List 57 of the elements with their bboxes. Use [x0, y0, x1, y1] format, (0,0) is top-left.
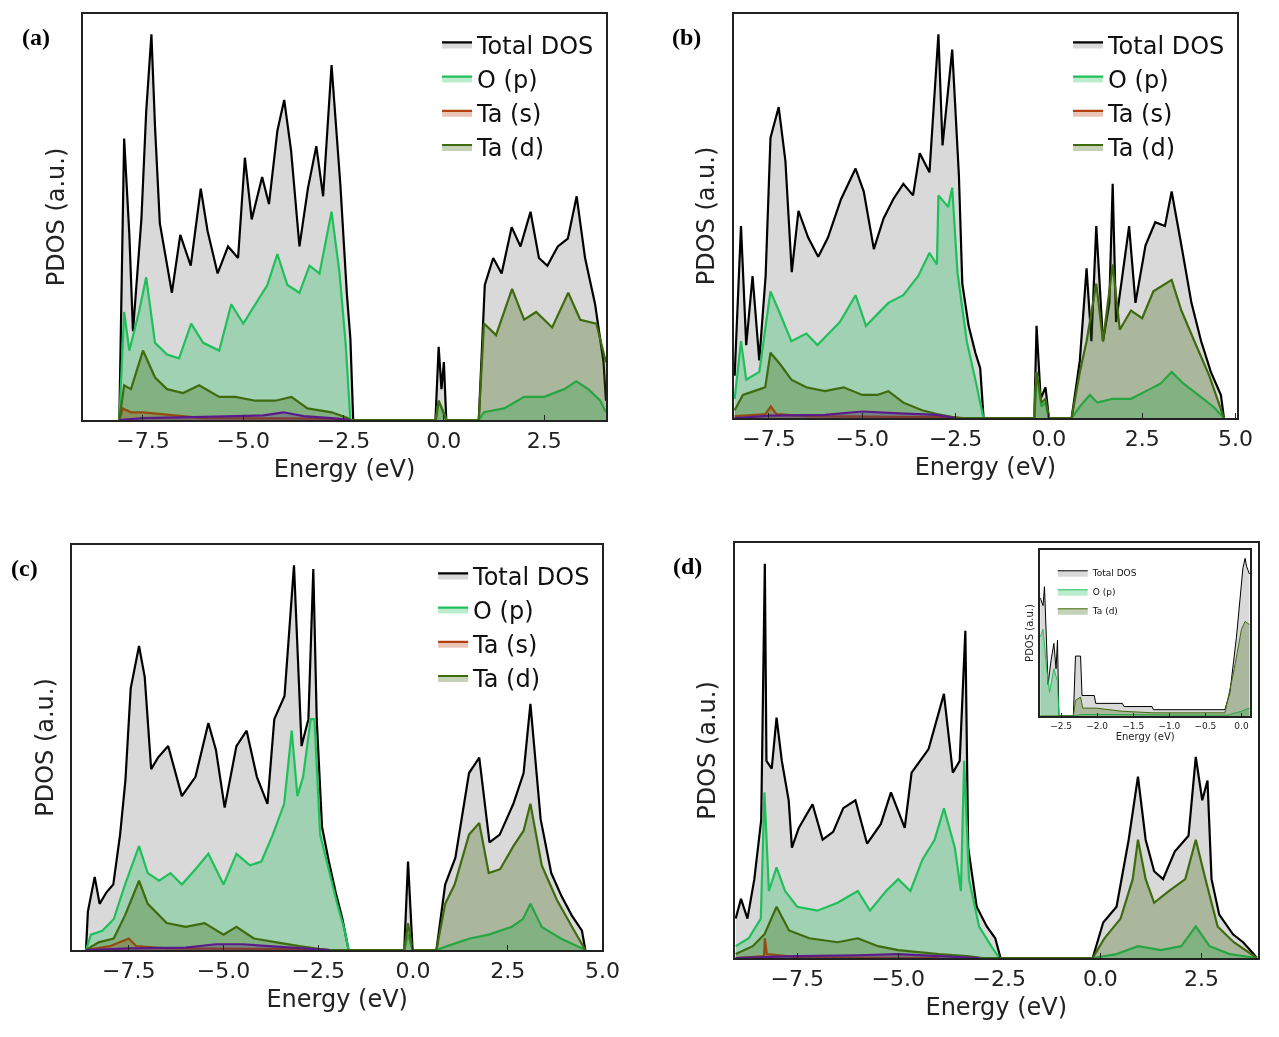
y-axis-title: PDOS (a.u.) [30, 678, 59, 817]
x-tick-label: −2.5 [972, 966, 1027, 992]
y-axis-title: PDOS (a.u.) [692, 146, 721, 286]
x-tick-label: 0.0 [1031, 426, 1067, 452]
x-tick-label: −1.0 [1158, 720, 1181, 731]
legend-label: Ta (d) [1107, 134, 1176, 163]
x-tick-label: −5.0 [196, 958, 251, 984]
legend-label: Total DOS [472, 562, 590, 591]
legend-label: Total DOS [476, 31, 594, 60]
legend-label: O (p) [473, 596, 534, 625]
chart-title: (d) [673, 553, 703, 579]
legend-label: O (p) [1108, 65, 1169, 94]
chart-title: (c) [11, 555, 38, 581]
x-tick-label: −2.0 [1086, 720, 1109, 731]
x-axis-title: Energy (eV) [273, 454, 416, 483]
x-tick-label: −1.5 [1122, 720, 1145, 731]
x-axis-title: Energy (eV) [266, 984, 408, 1013]
x-tick-label: −5.0 [871, 966, 925, 992]
x-axis-title: Energy (eV) [914, 452, 1057, 481]
legend-label: Total DOS [1091, 568, 1137, 579]
legend-label: O (p) [477, 65, 538, 94]
x-tick-label: 0.0 [426, 428, 462, 454]
legend-label: Total DOS [1107, 31, 1225, 60]
chart-title: (a) [22, 24, 50, 50]
x-tick-label: 0.0 [395, 958, 431, 984]
legend-label: O (p) [1092, 587, 1116, 598]
x-tick-label: −7.5 [742, 426, 796, 452]
x-axis-title: Energy (eV) [1115, 730, 1175, 742]
x-tick-label: −7.5 [770, 966, 824, 992]
x-axis-title: Energy (eV) [925, 992, 1068, 1021]
legend-label: Ta (d) [472, 665, 541, 694]
x-tick-label: 0.0 [1082, 966, 1118, 992]
legend-label: Ta (s) [472, 631, 538, 660]
x-tick-label: −7.5 [116, 428, 170, 454]
x-tick-label: −7.5 [102, 958, 156, 984]
y-axis-title: PDOS (a.u.) [1023, 604, 1035, 662]
x-tick-label: 0.0 [1234, 720, 1249, 731]
x-tick-label: −2.5 [1050, 720, 1073, 731]
x-tick-label: 2.5 [1183, 966, 1219, 992]
legend-label: Ta (d) [476, 134, 545, 163]
x-tick-label: −2.5 [291, 958, 345, 984]
legend-label: Ta (d) [1091, 606, 1118, 617]
x-tick-label: −5.0 [216, 428, 270, 454]
x-tick-label: 2.5 [526, 428, 562, 454]
y-axis-title: PDOS (a.u.) [41, 147, 70, 287]
x-tick-label: −2.5 [316, 428, 371, 454]
x-tick-label: −2.5 [928, 426, 983, 452]
legend-label: Ta (s) [476, 100, 542, 129]
y-axis-title: PDOS (a.u.) [693, 681, 722, 820]
x-tick-label: −0.5 [1194, 720, 1217, 731]
x-tick-label: 2.5 [490, 958, 526, 984]
x-tick-label: −5.0 [835, 426, 889, 452]
x-tick-label: 2.5 [1124, 426, 1160, 452]
legend-label: Ta (s) [1107, 100, 1173, 129]
chart-title: (b) [672, 24, 702, 50]
x-tick-label: 5.0 [584, 958, 620, 984]
x-tick-label: 5.0 [1217, 426, 1253, 452]
